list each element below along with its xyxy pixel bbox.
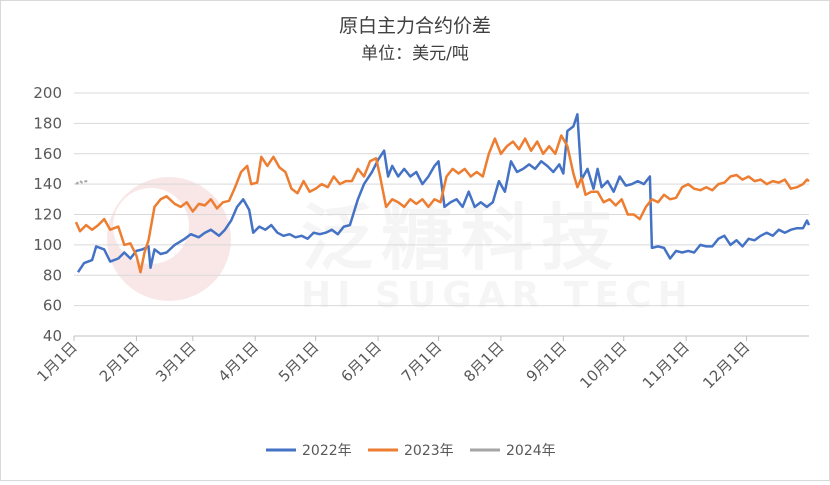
- y-tick-label: 80: [43, 266, 62, 284]
- series-lines: [74, 113, 811, 274]
- x-tick-label: 7月1日: [398, 338, 445, 385]
- x-tick-label: 4月1日: [215, 338, 262, 385]
- x-tick-label: 10月1日: [576, 338, 630, 392]
- x-tick-label: 11月1日: [639, 338, 693, 392]
- series-line-2: [75, 180, 89, 185]
- y-tick-label: 180: [33, 114, 62, 132]
- x-tick-label: 8月1日: [460, 338, 507, 385]
- watermark-logo: 泛糖科技 HI SUGAR TECH: [107, 177, 694, 316]
- legend-label-2: 2024年: [506, 443, 556, 459]
- y-tick-label: 60: [43, 297, 62, 315]
- svg-text:HI SUGAR TECH: HI SUGAR TECH: [301, 275, 694, 316]
- y-tick-label: 140: [33, 175, 62, 193]
- x-tick-label: 5月1日: [275, 338, 322, 385]
- y-tick-label: 100: [33, 236, 62, 254]
- legend: 2022年 2023年 2024年: [266, 443, 556, 459]
- series-line-0: [76, 113, 811, 273]
- series-line-1: [74, 134, 810, 274]
- legend-label-1: 2023年: [404, 443, 454, 459]
- x-axis: 1月1日 2月1日 3月1日 4月1日 5月1日 6月1日 7月1日 8月1日 9月1日 10月1…: [33, 335, 809, 392]
- legend-label-0: 2022年: [302, 443, 352, 459]
- chart-subtitle: 单位：美元/吨: [361, 44, 469, 64]
- x-tick-label: 3月1日: [152, 338, 199, 385]
- y-tick-label: 200: [33, 84, 62, 102]
- x-tick-label: 12月1日: [699, 338, 753, 392]
- x-tick-label: 6月1日: [337, 338, 384, 385]
- y-tick-label: 120: [33, 206, 62, 224]
- y-tick-label: 160: [33, 145, 62, 163]
- x-tick-label: 2月1日: [96, 338, 143, 385]
- svg-text:泛糖科技: 泛糖科技: [301, 196, 621, 280]
- chart-title: 原白主力合约价差: [339, 15, 491, 37]
- x-tick-label: 1月1日: [33, 338, 80, 385]
- x-tick-label: 9月1日: [523, 338, 570, 385]
- y-axis: 40 60 80 100 120 140 160 180 200: [33, 84, 62, 345]
- y-tick-label: 40: [43, 327, 62, 345]
